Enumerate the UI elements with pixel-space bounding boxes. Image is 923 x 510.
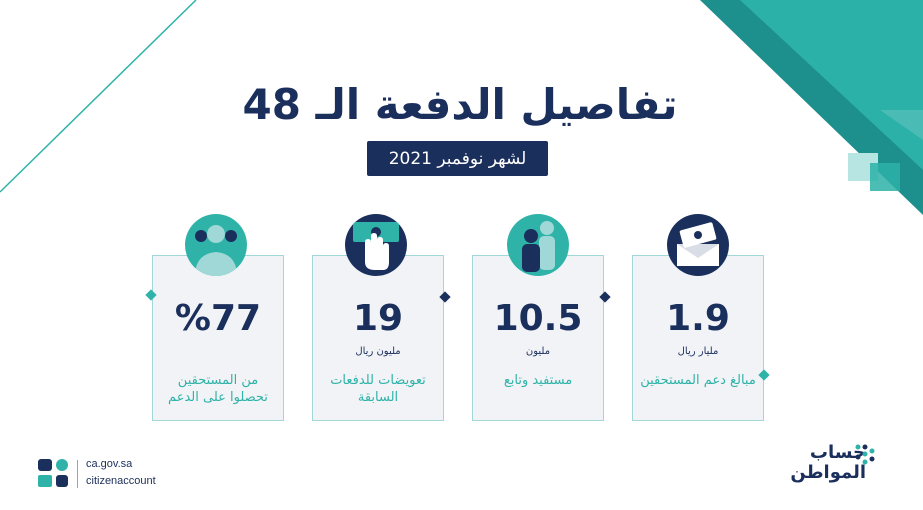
family-icon (507, 214, 569, 276)
stat-value: 10.5 (493, 298, 583, 339)
website-link[interactable]: ca.gov.sa (86, 458, 133, 470)
people-group-icon (185, 214, 247, 276)
stat-unit: مليون ريال (355, 346, 401, 357)
twitter-icon[interactable] (38, 475, 52, 487)
stat-value: %77 (174, 298, 262, 339)
stat-card-beneficiaries: 10.5 مليون مستفيد وتابع (472, 255, 604, 421)
brand-line2: المواطن (790, 462, 866, 483)
stat-value: 1.9 (666, 298, 730, 339)
stat-label: مبالغ دعم المستحقين (640, 373, 756, 388)
stat-card-compensations: 19 مليون ريال تعويضات للدفعات السابقة (312, 255, 444, 421)
stat-label: من المستحقين تحصلوا على الدعم (168, 373, 268, 405)
money-envelope-icon (667, 214, 729, 276)
footer-divider (77, 460, 78, 488)
stat-value: 19 (352, 298, 404, 339)
instagram-icon[interactable] (56, 475, 68, 487)
stat-unit: مليار ريال (677, 346, 719, 357)
page-title: تفاصيل الدفعة الـ 48 (242, 80, 678, 129)
subtitle-badge: لشهر نوفمبر 2021 (367, 141, 548, 176)
stat-label: تعويضات للدفعات السابقة (330, 373, 426, 405)
brand-line1: حساب (809, 442, 866, 463)
stat-label: مستفيد وتابع (503, 373, 573, 388)
stat-unit: مليون (525, 346, 551, 357)
hand-cash-icon (345, 214, 407, 276)
brand-dots-icon (855, 444, 875, 465)
stat-card-support-amount: 1.9 مليار ريال مبالغ دعم المستحقين (632, 255, 764, 421)
social-handle[interactable]: citizenaccount (86, 475, 156, 487)
youtube-icon[interactable] (38, 459, 52, 471)
brand-logo: حساب المواطن (784, 443, 866, 483)
globe-icon[interactable] (56, 459, 68, 471)
stat-card-percentage: %77 من المستحقين تحصلوا على الدعم (152, 255, 284, 421)
